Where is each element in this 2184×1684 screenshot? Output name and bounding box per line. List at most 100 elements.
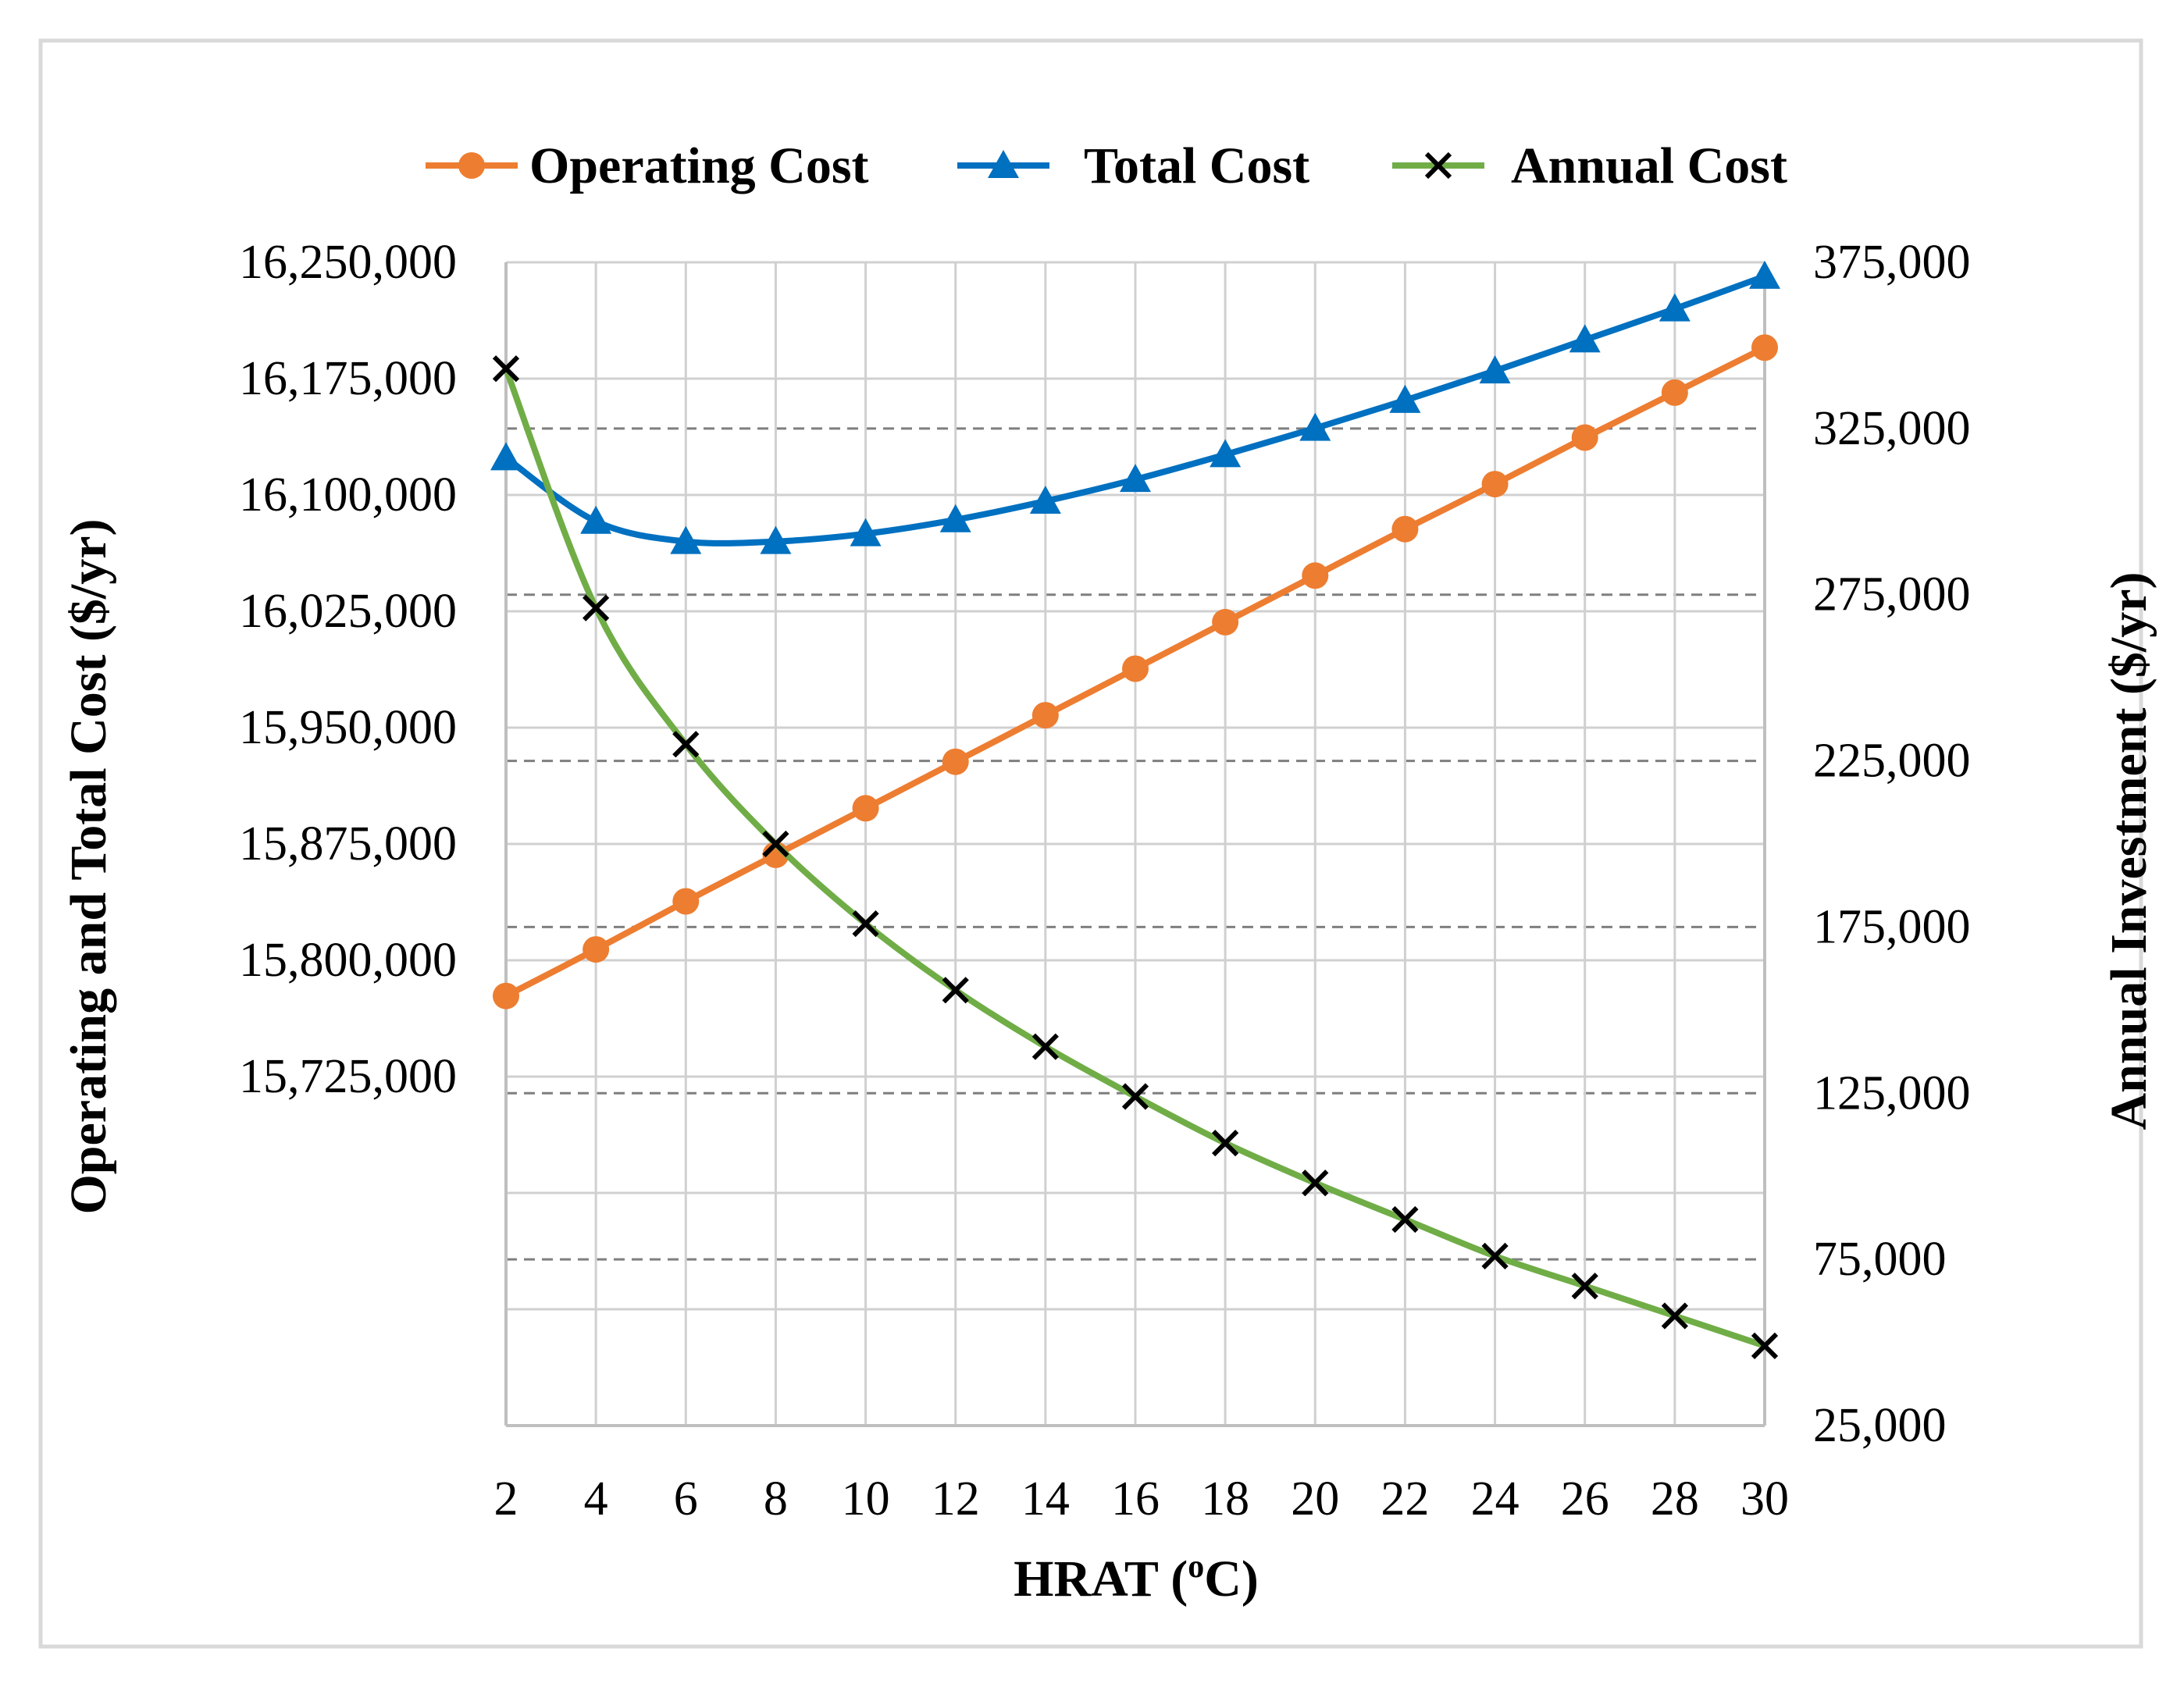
x-tick: 14 (1021, 1472, 1070, 1526)
data-point-total-cost (1569, 324, 1601, 353)
legend: Operating Cost Total Cost Annual Cost (426, 137, 1787, 194)
data-point-total-cost (490, 442, 522, 471)
y-tick-right: 225,000 (1813, 735, 1971, 788)
data-point-annual-cost-stroke-b (1121, 1083, 1149, 1110)
legend-label-operating-cost: Operating Cost (529, 137, 869, 194)
series-annual-cost (492, 355, 1779, 1359)
data-point-operating-cost (1751, 334, 1778, 361)
data-point-annual-cost-stroke-b (852, 910, 879, 938)
legend-marker-annual-cost-stroke-b (1424, 151, 1452, 180)
data-point-total-cost (1749, 260, 1780, 289)
data-point-operating-cost (1122, 655, 1149, 682)
data-point-annual-cost-stroke-b (492, 355, 520, 383)
y-tick-left: 16,025,000 (239, 585, 457, 638)
x-tick: 2 (494, 1472, 518, 1526)
x-axis-title: HRAT (oC) (1014, 1549, 1259, 1607)
x-tick: 4 (584, 1472, 608, 1526)
x-tick: 26 (1561, 1472, 1609, 1526)
data-point-operating-cost (1661, 379, 1688, 406)
data-point-total-cost (1210, 439, 1242, 468)
data-point-operating-cost (1481, 471, 1509, 498)
data-point-operating-cost (852, 795, 879, 822)
y-tick-left: 16,175,000 (239, 352, 457, 405)
right-tick-labels: 25,000 75,000 125,000 175,000 225,000 275,000… (1813, 236, 1971, 1452)
data-point-annual-cost (852, 910, 879, 938)
x-tick: 10 (842, 1472, 890, 1526)
series-total-cost (490, 260, 1780, 554)
data-point-annual-cost-stroke-b (762, 830, 789, 858)
data-point-annual-cost-stroke-b (1031, 1033, 1059, 1060)
data-point-operating-cost (1212, 608, 1239, 636)
x-tick: 24 (1471, 1472, 1520, 1526)
x-tick-labels: 2 4 6 8 10 12 14 16 18 20 22 24 26 28 30 (494, 1472, 1790, 1526)
y-tick-left: 16,250,000 (239, 236, 457, 289)
data-point-annual-cost (1661, 1302, 1688, 1330)
left-tick-labels: 15,725,000 15,800,000 15,875,000 15,950,000… (239, 236, 457, 1103)
data-point-annual-cost-stroke-b (583, 594, 610, 621)
data-point-annual-cost (1571, 1273, 1598, 1300)
data-point-total-cost (850, 518, 882, 546)
data-point-operating-cost (1031, 702, 1059, 729)
data-point-total-cost (1299, 412, 1331, 441)
data-point-annual-cost (762, 830, 789, 858)
data-point-annual-cost (1031, 1033, 1059, 1060)
data-point-total-cost (1479, 355, 1511, 384)
x-axis-title-main: HRAT ( (1014, 1550, 1188, 1607)
data-point-total-cost (760, 525, 792, 554)
x-tick: 30 (1740, 1472, 1789, 1526)
x-tick: 6 (674, 1472, 698, 1526)
data-point-operating-cost (1391, 515, 1419, 543)
data-point-annual-cost (583, 594, 610, 621)
data-point-operating-cost (583, 936, 610, 963)
y-tick-right: 325,000 (1813, 402, 1971, 455)
x-tick: 12 (932, 1472, 980, 1526)
x-tick: 28 (1651, 1472, 1699, 1526)
y-tick-right: 375,000 (1813, 236, 1971, 289)
series-layer (490, 260, 1780, 1359)
data-point-annual-cost-stroke-b (942, 977, 969, 1004)
series-line-annual-cost (503, 367, 1766, 1349)
y-tick-left: 16,100,000 (239, 468, 457, 522)
data-point-operating-cost (942, 748, 969, 775)
legend-item-total-cost: Total Cost (957, 137, 1309, 194)
data-point-annual-cost (1391, 1205, 1419, 1234)
data-point-annual-cost-stroke-b (672, 731, 700, 758)
data-point-total-cost (670, 525, 702, 554)
data-point-total-cost (1120, 464, 1151, 493)
data-point-annual-cost (1302, 1170, 1329, 1197)
legend-label-annual-cost: Annual Cost (1511, 137, 1787, 194)
y-tick-left: 15,725,000 (239, 1050, 457, 1103)
x-tick: 8 (764, 1472, 788, 1526)
vertical-gridlines (594, 262, 1766, 1426)
y-axis-title-left: Operating and Total Cost ($/yr) (60, 518, 117, 1214)
data-point-annual-cost-stroke-b (1661, 1302, 1688, 1330)
data-point-annual-cost (1481, 1242, 1509, 1270)
data-point-operating-cost (1302, 562, 1329, 589)
data-point-annual-cost-stroke-b (1391, 1205, 1419, 1234)
data-point-annual-cost-stroke-b (1481, 1242, 1509, 1270)
y-axis-title-right: Annual Investment ($/yr) (2100, 571, 2157, 1130)
x-tick: 22 (1381, 1472, 1429, 1526)
legend-marker-operating-cost (458, 152, 485, 179)
legend-label-total-cost: Total Cost (1084, 137, 1309, 194)
data-point-annual-cost (942, 977, 969, 1004)
data-point-total-cost (1389, 384, 1421, 413)
data-point-annual-cost (672, 731, 700, 758)
data-point-annual-cost-stroke-b (1751, 1332, 1779, 1359)
data-point-annual-cost (1212, 1130, 1239, 1157)
y-tick-right: 175,000 (1813, 900, 1971, 953)
data-point-operating-cost (1571, 424, 1598, 451)
data-point-operating-cost (493, 982, 519, 1009)
x-tick: 18 (1201, 1472, 1249, 1526)
series-operating-cost (493, 334, 1778, 1009)
legend-marker-annual-cost (1424, 151, 1452, 180)
data-point-total-cost (1658, 293, 1691, 322)
x-tick: 20 (1291, 1472, 1339, 1526)
data-point-operating-cost (672, 888, 700, 915)
x-tick: 16 (1111, 1472, 1160, 1526)
legend-item-annual-cost: Annual Cost (1392, 137, 1787, 194)
x-axis-title-sup: o (1188, 1549, 1204, 1585)
y-tick-left: 15,800,000 (239, 934, 457, 987)
data-point-annual-cost (492, 355, 520, 383)
